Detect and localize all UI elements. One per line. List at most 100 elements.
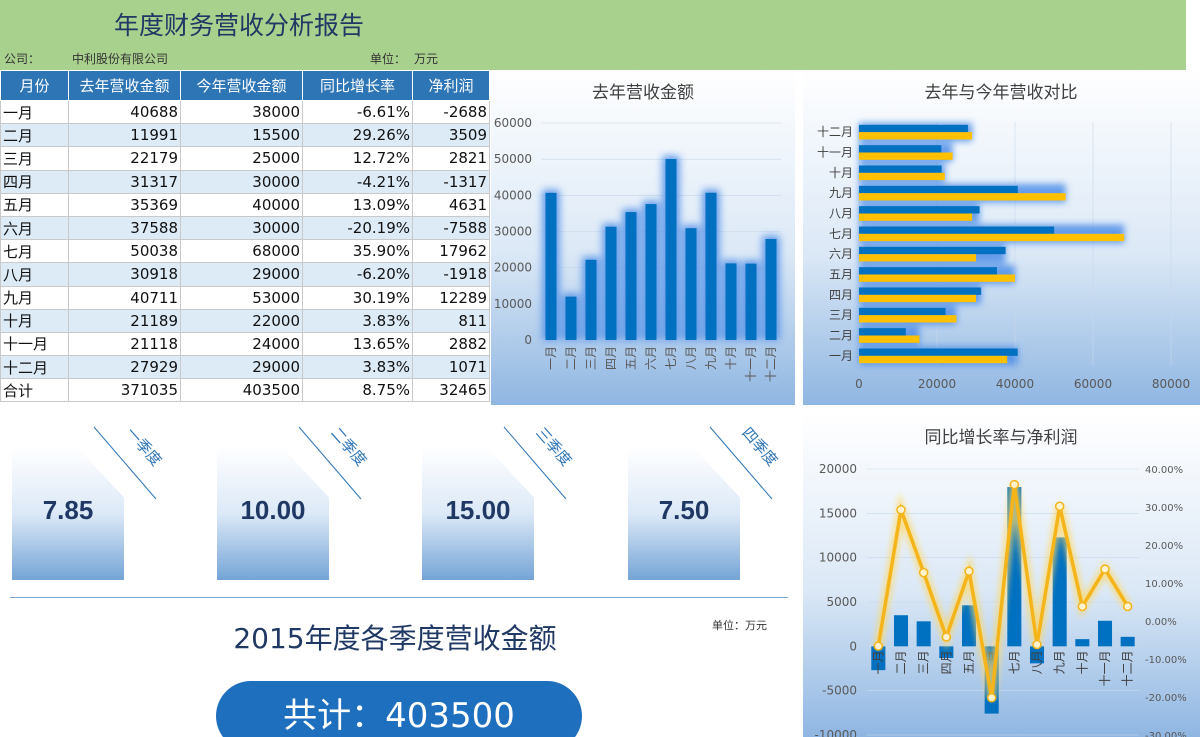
table-cell: 15500 <box>180 123 303 148</box>
x-tick-label: 六月 <box>644 346 658 370</box>
growth-profit-chart: 同比增长率与净利润 -10000 -5000 0 5000 10000 15000 20000… <box>803 413 1200 737</box>
y-left-tick-label: 0 <box>849 639 857 653</box>
x-tick-label: 60000 <box>1074 377 1112 391</box>
bar <box>665 159 677 340</box>
bar <box>645 204 657 340</box>
quarterly-unit: 单位：万元 <box>712 619 767 632</box>
x-tick-label: 八月 <box>1030 650 1044 674</box>
bar <box>1120 636 1135 647</box>
growth-profit-svg: 同比增长率与净利润 -10000 -5000 0 5000 10000 15000 20000… <box>814 428 1187 737</box>
table-cell: 8.75% <box>302 378 413 403</box>
unit-value: 万元 <box>414 52 439 66</box>
table-cell: -4.21% <box>302 169 413 194</box>
bar-last-year <box>859 206 980 214</box>
line-point <box>873 641 884 651</box>
table-cell: 二月 <box>0 123 69 148</box>
bar <box>685 228 697 340</box>
table-cell: 30000 <box>180 169 303 194</box>
y-tick-label: 30000 <box>494 225 532 239</box>
x-tick-label: 20000 <box>918 377 956 391</box>
company-name: 中利股份有限公司 <box>72 52 169 66</box>
y-tick-label: 五月 <box>829 268 853 282</box>
bar-last-year <box>859 185 1018 194</box>
x-tick-label: 十月 <box>724 346 738 370</box>
y-tick-label: 三月 <box>829 308 853 322</box>
bar <box>605 226 617 340</box>
line-point <box>1054 501 1065 512</box>
table-cell: -1317 <box>412 169 490 194</box>
y-tick-label: 60000 <box>494 116 532 130</box>
table-header-cell: 今年营收金额 <box>180 70 303 101</box>
table-cell: 40000 <box>180 192 303 217</box>
table-cell: 30918 <box>68 262 181 287</box>
table-row: 六月 37588 30000 -20.19% -7588 <box>0 215 490 241</box>
quarter-label: 二季度 <box>327 424 370 470</box>
table-cell: 40711 <box>68 285 181 310</box>
table-header-cell: 月份 <box>0 70 69 101</box>
table-cell: 七月 <box>0 239 69 264</box>
table-cell: 八月 <box>0 262 69 287</box>
y-tick-label: 50000 <box>494 152 532 166</box>
quarter-diagonal-line <box>298 426 362 500</box>
bar-this-year <box>859 254 976 262</box>
bar <box>565 296 577 340</box>
table-cell: 30000 <box>180 215 303 241</box>
bar <box>1052 537 1067 647</box>
quarter-diagonal-line <box>503 426 567 500</box>
x-tick-label: 十月 <box>1075 650 1089 674</box>
line-point <box>896 505 906 515</box>
y-tick-label: 七月 <box>829 227 853 241</box>
x-tick-label: 三月 <box>917 650 931 674</box>
table-cell: -1918 <box>412 262 490 287</box>
y-tick-label: 0 <box>524 333 532 347</box>
bar-this-year <box>859 315 957 323</box>
report-header: 年度财务营收分析报告 公司： 中利股份有限公司 单位： 万元 <box>0 0 1186 70</box>
line-point <box>1077 601 1088 612</box>
line-point <box>1122 601 1133 612</box>
y-left-tick-label: 15000 <box>819 506 857 520</box>
table-row: 十一月 21118 24000 13.65% 2882 <box>0 331 490 357</box>
bar-this-year <box>859 233 1125 242</box>
table-cell: -2688 <box>412 99 490 125</box>
quarter-diagonal-line <box>93 426 157 500</box>
quarter-label-wrap: 三季度 <box>482 420 622 510</box>
y-tick-label: 八月 <box>829 207 853 221</box>
x-tick-label: 十一月 <box>744 346 758 382</box>
table-row: 五月 35369 40000 13.09% 4631 <box>0 192 490 217</box>
bar-this-year <box>859 294 976 303</box>
line-point <box>1032 639 1042 650</box>
y-right-tick-label: 0.00% <box>1145 617 1177 628</box>
y-tick-label: 十一月 <box>817 146 853 160</box>
bar-last-year <box>859 124 968 133</box>
x-tick-label: 一月 <box>871 650 885 674</box>
y-right-tick-label: -20.00% <box>1145 693 1187 704</box>
table-cell: 3509 <box>412 123 490 148</box>
table-cell: 合计 <box>0 378 69 403</box>
table-cell: 37588 <box>68 215 181 241</box>
x-tick-label: 十二月 <box>1121 650 1135 686</box>
table-total-row: 合计 371035 403500 8.75% 32465 <box>0 378 490 403</box>
revenue-comparison-svg: 去年与今年营收对比 0 20000 40000 60000 80000 一月 二月 三月 四月 五月… <box>817 83 1190 391</box>
revenue-comparison-chart: 去年与今年营收对比 0 20000 40000 60000 80000 一月 二月 三月 四月 五月… <box>803 70 1200 405</box>
table-cell: 13.65% <box>302 331 413 357</box>
table-cell: 50038 <box>68 239 181 264</box>
y-right-tick-label: 10.00% <box>1145 579 1183 590</box>
table-row: 七月 50038 68000 35.90% 17962 <box>0 239 490 264</box>
table-cell: 一月 <box>0 99 69 125</box>
bar <box>916 621 931 647</box>
y-right-tick-label: 40.00% <box>1145 465 1183 476</box>
growth-line <box>876 484 1130 699</box>
y-right-tick-label: -10.00% <box>1145 655 1187 666</box>
quarter-label-wrap: 一季度 <box>72 420 212 510</box>
quarter-value: 7.85 <box>42 495 94 525</box>
table-cell: 3.83% <box>302 355 413 380</box>
bar <box>725 263 737 340</box>
bar <box>1029 646 1045 664</box>
report-title: 年度财务营收分析报告 <box>114 11 365 40</box>
table-cell: 1071 <box>412 355 490 380</box>
table-cell: 12289 <box>412 285 490 310</box>
y-left-tick-label: 20000 <box>819 462 857 476</box>
table-cell: 2821 <box>412 146 490 171</box>
y-tick-label: 六月 <box>829 247 853 261</box>
